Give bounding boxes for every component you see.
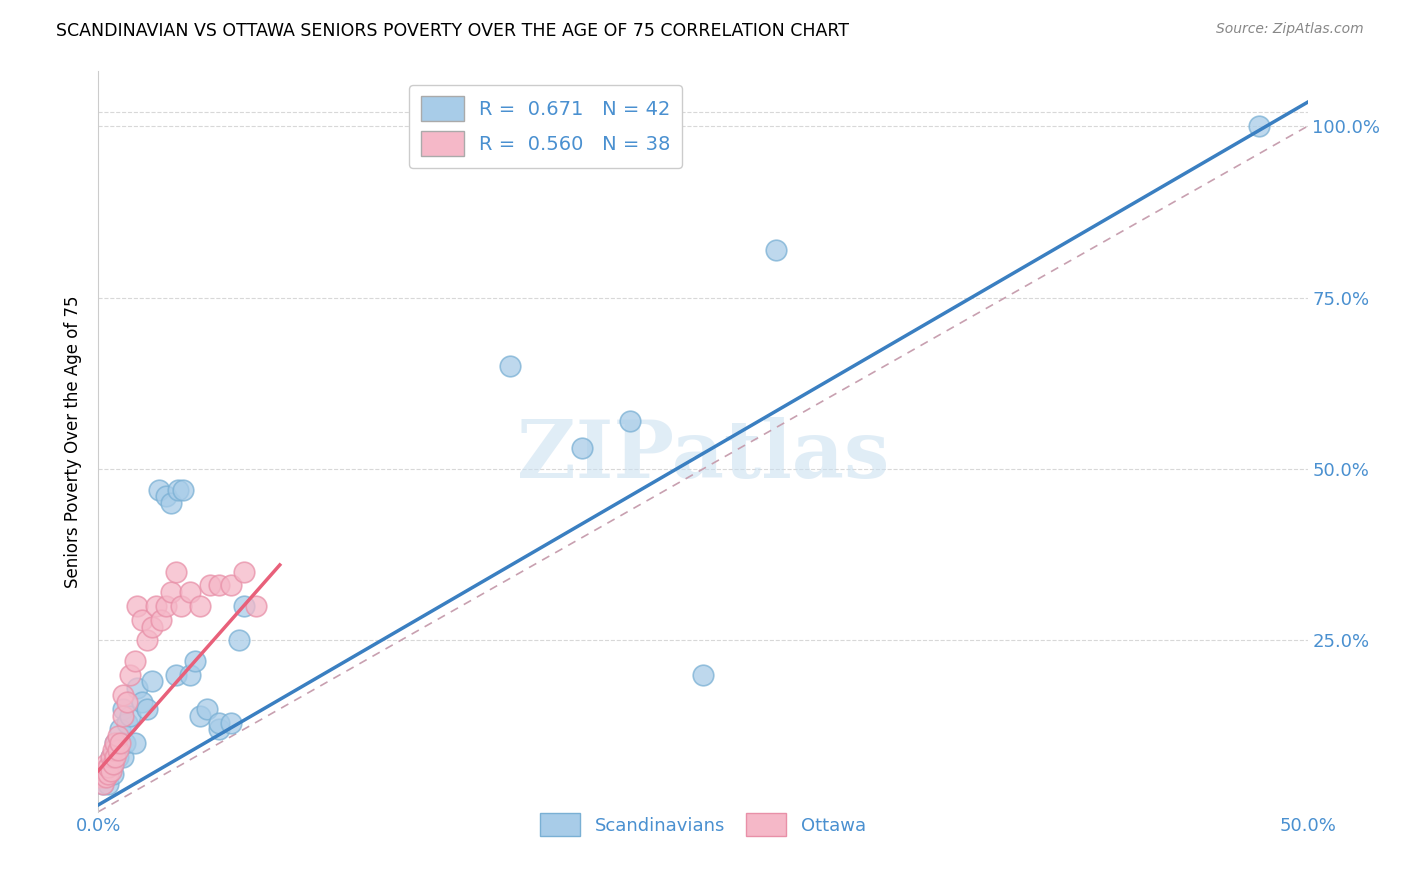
Point	[160, 496, 183, 510]
Point	[131, 695, 153, 709]
Point	[165, 565, 187, 579]
Point	[108, 723, 131, 737]
Point	[245, 599, 267, 613]
Point	[107, 750, 129, 764]
Point	[232, 565, 254, 579]
Point	[198, 578, 221, 592]
Point	[94, 771, 117, 785]
Point	[97, 767, 120, 781]
Point	[107, 743, 129, 757]
Point	[124, 654, 146, 668]
Point	[104, 750, 127, 764]
Point	[101, 756, 124, 771]
Point	[155, 599, 177, 613]
Point	[117, 695, 139, 709]
Point	[195, 702, 218, 716]
Point	[100, 750, 122, 764]
Point	[108, 736, 131, 750]
Point	[91, 777, 114, 791]
Point	[114, 736, 136, 750]
Point	[111, 688, 134, 702]
Point	[208, 578, 231, 592]
Point	[97, 777, 120, 791]
Point	[104, 736, 127, 750]
Point	[97, 760, 120, 774]
Point	[91, 777, 114, 791]
Point	[619, 414, 641, 428]
Point	[101, 767, 124, 781]
Point	[184, 654, 207, 668]
Text: Source: ZipAtlas.com: Source: ZipAtlas.com	[1216, 22, 1364, 37]
Point	[100, 750, 122, 764]
Point	[148, 483, 170, 497]
Point	[208, 715, 231, 730]
Point	[111, 708, 134, 723]
Text: SCANDINAVIAN VS OTTAWA SENIORS POVERTY OVER THE AGE OF 75 CORRELATION CHART: SCANDINAVIAN VS OTTAWA SENIORS POVERTY O…	[56, 22, 849, 40]
Point	[90, 771, 112, 785]
Point	[118, 667, 141, 681]
Point	[221, 715, 243, 730]
Point	[232, 599, 254, 613]
Text: ZIPatlas: ZIPatlas	[517, 417, 889, 495]
Legend: Scandinavians, Ottawa: Scandinavians, Ottawa	[533, 805, 873, 844]
Point	[692, 667, 714, 681]
Point	[141, 619, 163, 633]
Point	[101, 743, 124, 757]
Point	[94, 756, 117, 771]
Y-axis label: Seniors Poverty Over the Age of 75: Seniors Poverty Over the Age of 75	[65, 295, 83, 588]
Point	[179, 585, 201, 599]
Point	[179, 667, 201, 681]
Point	[169, 599, 191, 613]
Point	[135, 702, 157, 716]
Point	[104, 736, 127, 750]
Point	[145, 599, 167, 613]
Point	[155, 489, 177, 503]
Point	[107, 729, 129, 743]
Point	[165, 667, 187, 681]
Point	[124, 736, 146, 750]
Point	[498, 359, 520, 373]
Point	[228, 633, 250, 648]
Point	[100, 764, 122, 778]
Point	[167, 483, 190, 497]
Point	[765, 243, 787, 257]
Point	[131, 613, 153, 627]
Point	[94, 767, 117, 781]
Point	[127, 599, 149, 613]
Point	[94, 771, 117, 785]
Point	[188, 599, 211, 613]
Point	[160, 585, 183, 599]
Point	[150, 613, 173, 627]
Point	[172, 483, 194, 497]
Point	[100, 764, 122, 778]
Point	[221, 578, 243, 592]
Point	[208, 723, 231, 737]
Point	[188, 708, 211, 723]
Point	[101, 756, 124, 771]
Point	[111, 702, 134, 716]
Point	[1249, 119, 1271, 133]
Point	[127, 681, 149, 696]
Point	[111, 750, 134, 764]
Point	[135, 633, 157, 648]
Point	[118, 708, 141, 723]
Point	[571, 442, 593, 456]
Point	[117, 715, 139, 730]
Point	[141, 674, 163, 689]
Point	[91, 764, 114, 778]
